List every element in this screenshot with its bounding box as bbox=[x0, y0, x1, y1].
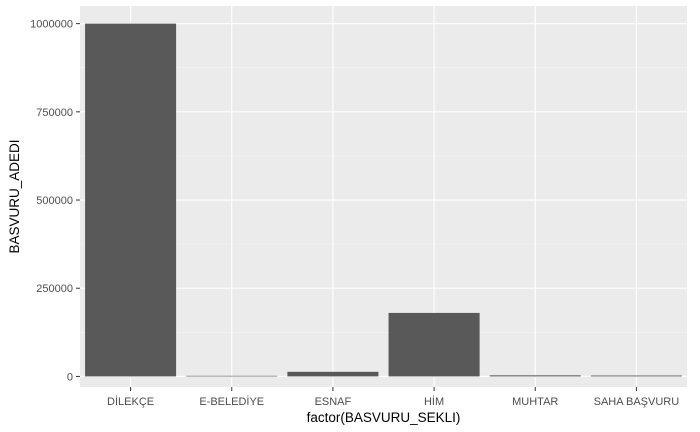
y-tick-label: 250000 bbox=[36, 283, 73, 295]
y-axis-title: BASVURU_ADEDI bbox=[7, 139, 22, 253]
y-tick-label: 500000 bbox=[36, 195, 73, 207]
bar bbox=[388, 312, 480, 377]
x-axis-title: factor(BASVURU_SEKLI) bbox=[307, 410, 461, 425]
x-tick-label: MUHTAR bbox=[512, 396, 558, 408]
bar bbox=[186, 375, 278, 377]
x-tick-label: SAHA BAŞVURU bbox=[594, 396, 680, 408]
y-axis-ticks: 0 250000 500000 750000 1000000 bbox=[30, 19, 80, 383]
x-tick-label: ESNAF bbox=[315, 396, 352, 408]
y-tick-label: 1000000 bbox=[30, 19, 73, 31]
bar bbox=[489, 375, 581, 377]
y-tick-label: 0 bbox=[67, 371, 73, 383]
plot-panel bbox=[80, 6, 687, 387]
x-tick-label: E-BELEDİYE bbox=[199, 395, 264, 408]
minor-gridlines bbox=[80, 67, 687, 333]
bars bbox=[85, 23, 682, 377]
bar bbox=[85, 23, 177, 377]
bar bbox=[287, 371, 379, 377]
x-axis-ticks: DİLEKÇE E-BELEDİYE ESNAF HİM MUHTAR SAHA BAŞV… bbox=[107, 387, 679, 408]
x-tick-label: HİM bbox=[424, 395, 444, 408]
x-tick-label: DİLEKÇE bbox=[107, 395, 154, 408]
bar bbox=[590, 375, 682, 377]
y-tick-label: 750000 bbox=[36, 107, 73, 119]
